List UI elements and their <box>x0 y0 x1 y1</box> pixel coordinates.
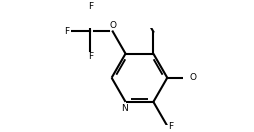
Text: F: F <box>88 52 93 61</box>
Text: F: F <box>168 122 173 131</box>
Text: O: O <box>190 73 197 82</box>
Text: F: F <box>64 27 69 36</box>
Text: N: N <box>121 104 128 113</box>
Text: O: O <box>109 21 116 30</box>
Text: F: F <box>88 2 93 11</box>
